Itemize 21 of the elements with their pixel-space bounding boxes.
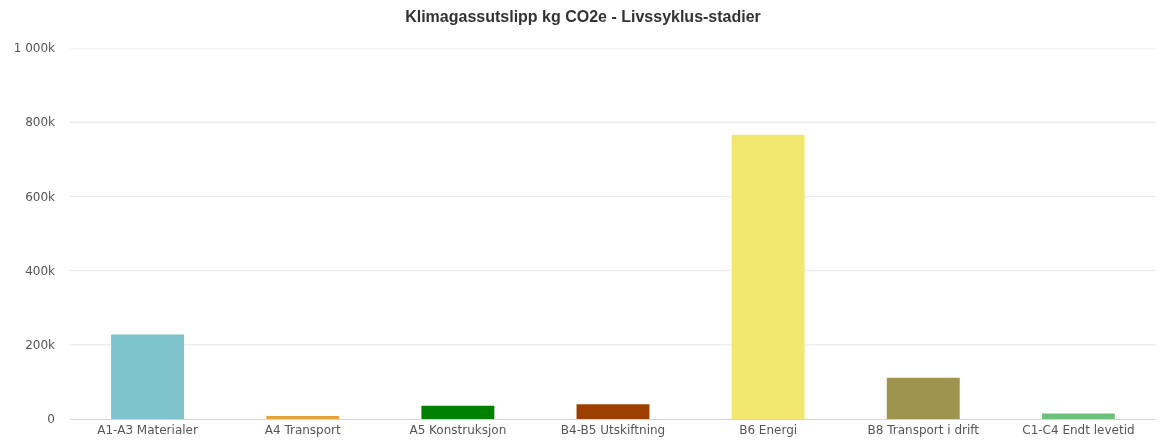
bar: [1041, 413, 1115, 419]
bar: [421, 405, 495, 419]
x-tick-label: B6 Energi: [739, 423, 798, 438]
y-tick-label: 800k: [25, 115, 56, 130]
bar: [266, 416, 340, 419]
x-tick-label: A4 Transport: [264, 423, 341, 438]
x-tick-label: B8 Transport i drift: [867, 423, 980, 438]
bar: [111, 334, 185, 419]
bar: [731, 134, 805, 419]
chart-title: Klimagassutslipp kg CO2e - Livssyklus-stadier: [405, 8, 761, 26]
y-tick-label: 1 000k: [13, 41, 56, 56]
y-tick-label: 200k: [25, 338, 56, 352]
bar: [886, 377, 960, 419]
y-tick-label: 400k: [25, 263, 56, 278]
x-tick-label: A5 Konstruksjon: [409, 423, 507, 438]
x-tick-label: C1-C4 Endt levetid: [1022, 423, 1135, 438]
x-tick-label: A1-A3 Materialer: [97, 423, 198, 438]
y-tick-label: 600k: [25, 189, 56, 204]
bar: [576, 404, 650, 419]
y-tick-label: 0: [47, 412, 55, 427]
x-tick-label: B4-B5 Utskiftning: [560, 423, 666, 438]
